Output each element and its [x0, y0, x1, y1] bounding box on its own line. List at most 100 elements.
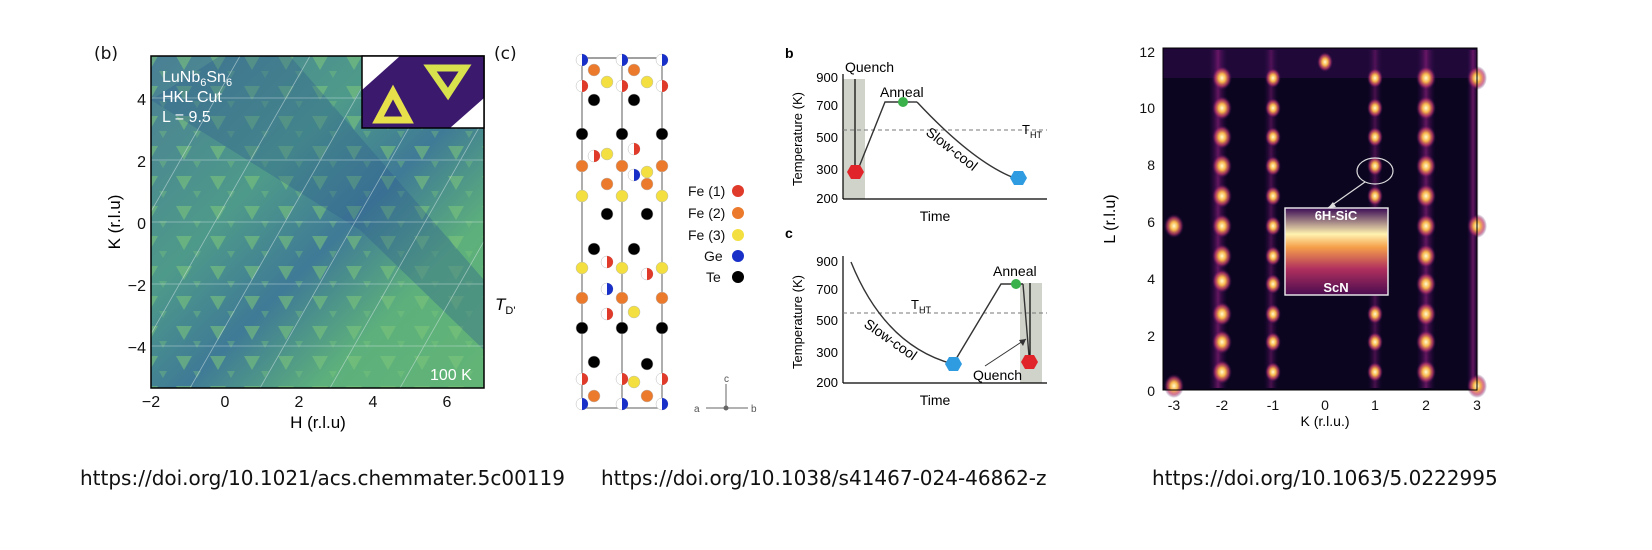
diffraction-spot: [1367, 127, 1383, 147]
figure3-highlight-circle: [1356, 157, 1394, 185]
figure3-xtick: -1: [1267, 397, 1280, 413]
figure3-xlabel: K (r.l.u.): [1300, 413, 1349, 429]
atom: [627, 93, 641, 107]
atom-half: [582, 398, 588, 410]
figure1-xtick: 0: [221, 394, 230, 411]
panel-c-anneal-marker: [1011, 279, 1021, 289]
atom-half: [607, 283, 613, 295]
diffraction-spot: [1212, 184, 1232, 208]
diffraction-spot: [1367, 304, 1383, 324]
figure1-l-label: L = 9.5: [162, 109, 211, 126]
figure3-ytick: 0: [1147, 383, 1155, 399]
figure3-ytick: 10: [1139, 100, 1155, 116]
figure1-xlabel: H (r.l.u): [290, 413, 346, 432]
atom: [627, 242, 641, 256]
figure3-xtick: 1: [1371, 397, 1379, 413]
axis-b-label: b: [751, 404, 757, 415]
atom: [600, 75, 614, 89]
diffraction-spot: [1265, 304, 1281, 324]
atom: [640, 389, 654, 403]
diffraction-spot: [1416, 302, 1436, 326]
panel-b-ytick: 300: [816, 162, 838, 177]
panel-c-tht-label: THT: [911, 297, 931, 315]
atom-half: [582, 54, 588, 66]
panel-b-ytick: 500: [816, 130, 838, 145]
diffraction-spot: [1265, 186, 1281, 206]
atom-half: [662, 373, 668, 385]
diffraction-spot: [1416, 66, 1436, 90]
diffraction-spot: [1212, 125, 1232, 149]
panel-c-slowcool-label: Slow-cool: [861, 315, 920, 363]
atom: [640, 165, 654, 179]
diffraction-spot: [1265, 216, 1281, 236]
figure1-ytick: 0: [137, 216, 146, 233]
diffraction-spot: [1212, 360, 1232, 384]
diffraction-spot: [1416, 154, 1436, 178]
atom: [655, 291, 669, 305]
figure1-xtick: −2: [142, 394, 160, 411]
diffraction-spot: [1416, 214, 1436, 238]
diffraction-spot: [1416, 184, 1436, 208]
figure3-ylabel: L (r.l.u): [1102, 194, 1119, 243]
diffraction-spot: [1265, 68, 1281, 88]
diffraction-spot: [1212, 154, 1232, 178]
figure3-ytick: 2: [1147, 328, 1155, 344]
panel-b-ytick: 700: [816, 98, 838, 113]
atom-half: [582, 80, 588, 92]
panel-b-quench-band: [843, 79, 865, 199]
atom: [575, 159, 589, 173]
panel-b-anneal-marker: [898, 97, 908, 107]
atom: [655, 189, 669, 203]
legend-fe1-label: Fe (1): [688, 183, 725, 199]
diffraction-spot: [1212, 302, 1232, 326]
atom: [627, 63, 641, 77]
panel-b-ytick: 900: [816, 70, 838, 85]
panel-c-quench-marker: [1021, 355, 1038, 369]
atom: [587, 355, 601, 369]
panel-b-label: b: [785, 45, 794, 61]
legend-fe1-marker: [732, 185, 744, 197]
diffraction-spot: [1212, 96, 1232, 120]
atom: [640, 75, 654, 89]
panel-c-ytick: 300: [816, 345, 838, 360]
atom: [575, 127, 589, 141]
panel-b-ylabel: Temperature (K): [790, 92, 805, 186]
atom: [627, 375, 641, 389]
figure3-ytick: 8: [1147, 157, 1155, 173]
diffraction-spot: [1164, 214, 1184, 238]
figure1-doi: https://doi.org/10.1021/acs.chemmater.5c…: [80, 466, 565, 490]
panel-b-tht-label: THT: [1022, 122, 1042, 140]
diffraction-spot: [1367, 98, 1383, 118]
atom: [575, 261, 589, 275]
figure3-inset-bottom-label: ScN: [1323, 280, 1348, 295]
diffraction-spot: [1367, 186, 1383, 206]
figure1-ytick: 2: [137, 154, 146, 171]
legend-fe3-label: Fe (3): [688, 227, 725, 243]
figure1-ytick: −2: [128, 278, 146, 295]
figure2-doi: https://doi.org/10.1038/s41467-024-46862…: [601, 466, 1047, 490]
figure3-xtick: 2: [1422, 397, 1430, 413]
atom: [600, 177, 614, 191]
axis-a-label: a: [694, 404, 700, 415]
atom: [587, 242, 601, 256]
panel-b-anneal-label: Anneal: [880, 84, 924, 100]
figure1-xtick: 6: [443, 394, 452, 411]
atom: [615, 127, 629, 141]
figure3-xtick: -2: [1216, 397, 1229, 413]
panel-c-anneal-label: Anneal: [993, 263, 1037, 279]
diffraction-spot: [1416, 330, 1436, 354]
figure2-panel-c-schematic: c 900 700 500 300 200 Temperature (K) Ti…: [785, 226, 1047, 408]
atom-half: [607, 308, 613, 320]
figure1-ylabel: K (r.l.u): [105, 195, 124, 250]
atom: [615, 159, 629, 173]
diffraction-spot: [1212, 330, 1232, 354]
legend-te-label: Te: [706, 269, 721, 285]
diffraction-spot: [1367, 332, 1383, 352]
figure2-panel-b-schematic: b 900 700 500 300 200 Temperature (K) Ti…: [785, 45, 1047, 224]
atom: [575, 321, 589, 335]
figure3-ytick: 4: [1147, 271, 1155, 287]
atom: [615, 291, 629, 305]
figure1-material-title: LuNb6Sn6: [162, 69, 232, 89]
atom-half: [607, 256, 613, 268]
diffraction-spot: [1265, 98, 1281, 118]
